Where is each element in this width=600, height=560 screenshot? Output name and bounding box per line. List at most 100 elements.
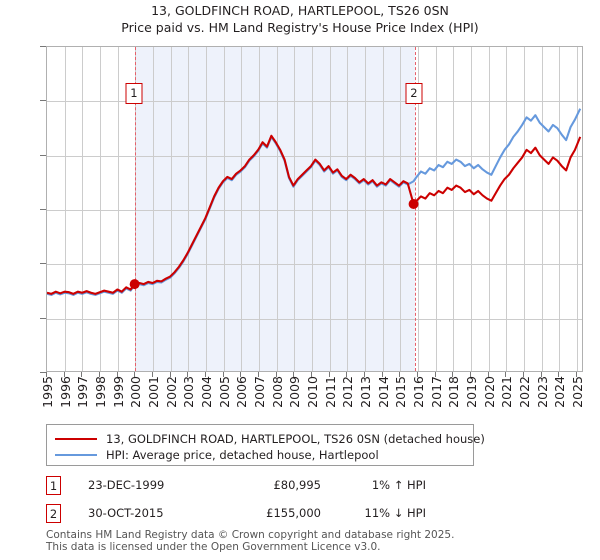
x-axis-tick [293, 372, 295, 377]
x-axis-tick-label: 2022 [516, 376, 532, 408]
x-axis-tick [469, 372, 471, 377]
x-axis-tick [452, 372, 454, 377]
transaction-hpi-delta: 11% ↓ HPI [364, 506, 426, 520]
transaction-badge: 2 [46, 503, 61, 523]
event-marker-badge[interactable]: 1 [125, 83, 143, 104]
gridline-vertical [470, 47, 472, 371]
x-axis-tick [169, 372, 171, 377]
series-lines [47, 108, 582, 296]
sale-point-marker[interactable] [129, 279, 140, 290]
x-axis-tick [310, 372, 312, 377]
transaction-date: 30-OCT-2015 [88, 506, 164, 520]
plot-area [46, 46, 583, 372]
gridline-horizontal [47, 264, 582, 266]
x-axis-tick [505, 372, 507, 377]
x-axis-tick [187, 372, 189, 377]
footer-line-1: Contains HM Land Registry data © Crown c… [46, 529, 455, 541]
legend-label-hpi: HPI: Average price, detached house, Hart… [106, 447, 379, 462]
event-marker-badge[interactable]: 2 [405, 83, 423, 104]
x-axis-tick [487, 372, 489, 377]
gridline-vertical [82, 47, 84, 371]
gridline-vertical [523, 47, 525, 371]
footer-line-2: This data is licensed under the Open Gov… [46, 541, 381, 553]
gridline-vertical [311, 47, 313, 371]
gridline-vertical [347, 47, 349, 371]
gridline-vertical [188, 47, 190, 371]
x-axis-tick-label: 2015 [393, 376, 409, 408]
legend-entry-hpi: HPI: Average price, detached house, Hart… [55, 447, 465, 462]
x-axis-tick [522, 372, 524, 377]
x-axis-tick-label: 2003 [181, 376, 197, 408]
x-axis-tick-label: 2006 [234, 376, 250, 408]
legend-swatch-property [55, 437, 97, 440]
chart-legend: 13, GOLDFINCH ROAD, HARTLEPOOL, TS26 0SN… [46, 424, 485, 466]
gridline-horizontal [47, 155, 582, 157]
x-axis-tick-label: 1997 [75, 376, 91, 408]
x-axis-tick [416, 372, 418, 377]
y-axis-tick [40, 100, 46, 102]
gridline-vertical [453, 47, 455, 371]
gridline-vertical [541, 47, 543, 371]
x-axis-tick-label: 2013 [357, 376, 373, 408]
gridline-vertical [294, 47, 296, 371]
y-axis-tick [40, 154, 46, 156]
gridline-vertical [64, 47, 66, 371]
transaction-badge: 1 [46, 475, 61, 495]
gridline-vertical [506, 47, 508, 371]
transaction-row: 2 30-OCT-2015 £155,000 11% ↓ HPI [46, 502, 426, 524]
axis-grid-layer [47, 47, 582, 371]
chart-title-block: 13, GOLDFINCH ROAD, HARTLEPOOL, TS26 0SN… [0, 2, 600, 36]
x-axis-tick-label: 2016 [410, 376, 426, 408]
x-axis-tick [98, 372, 100, 377]
x-axis-tick [222, 372, 224, 377]
x-axis-tick-label: 2025 [569, 376, 585, 408]
x-axis-tick-label: 2024 [552, 376, 568, 408]
series-line-hpi [47, 108, 582, 296]
x-axis-tick-label: 2014 [375, 376, 391, 408]
transaction-row: 1 23-DEC-1999 £80,995 1% ↑ HPI [46, 474, 426, 496]
x-axis-tick [381, 372, 383, 377]
gridline-vertical [559, 47, 561, 371]
transaction-price: £155,000 [266, 506, 321, 520]
x-axis-tick-label: 2020 [481, 376, 497, 408]
gridline-vertical [364, 47, 366, 371]
x-axis-tick-label: 2010 [304, 376, 320, 408]
x-axis-tick-label: 2023 [534, 376, 550, 408]
transaction-price: £80,995 [273, 478, 321, 492]
transaction-hpi-delta: 1% ↑ HPI [371, 478, 426, 492]
gridline-horizontal [47, 101, 582, 103]
page-subtitle: Price paid vs. HM Land Registry's House … [121, 20, 479, 35]
x-axis-tick-label: 2000 [128, 376, 144, 408]
copyright-footer: Contains HM Land Registry data © Crown c… [46, 529, 586, 553]
x-axis-tick [116, 372, 118, 377]
x-axis-tick-label: 2011 [322, 376, 338, 408]
sale-point-marker[interactable] [408, 198, 419, 209]
gridline-vertical [329, 47, 331, 371]
x-axis-tick-label: 2001 [145, 376, 161, 408]
gridline-vertical [117, 47, 119, 371]
event-dashed-line [134, 47, 136, 371]
page-title: 13, GOLDFINCH ROAD, HARTLEPOOL, TS26 0SN [151, 3, 449, 18]
x-axis-tick [346, 372, 348, 377]
gridline-vertical [99, 47, 101, 371]
x-axis-tick [399, 372, 401, 377]
gridline-horizontal [47, 318, 582, 320]
x-axis-tick [275, 372, 277, 377]
x-axis-tick-label: 2007 [251, 376, 267, 408]
x-axis-tick [575, 372, 577, 377]
gridline-vertical [170, 47, 172, 371]
gridline-vertical [205, 47, 207, 371]
gridline-vertical [576, 47, 578, 371]
x-axis-tick-label: 2012 [340, 376, 356, 408]
y-axis-tick [40, 263, 46, 265]
ownership-span-shading [134, 47, 415, 371]
legend-entry-property: 13, GOLDFINCH ROAD, HARTLEPOOL, TS26 0SN… [55, 431, 485, 446]
gridline-vertical [241, 47, 243, 371]
transaction-date: 23-DEC-1999 [88, 478, 165, 492]
y-axis-tick [40, 46, 46, 47]
x-axis-tick-label: 2018 [446, 376, 462, 408]
x-axis-tick-label: 1995 [40, 376, 55, 408]
x-axis-tick-label: 2005 [216, 376, 232, 408]
gridline-vertical [417, 47, 419, 371]
